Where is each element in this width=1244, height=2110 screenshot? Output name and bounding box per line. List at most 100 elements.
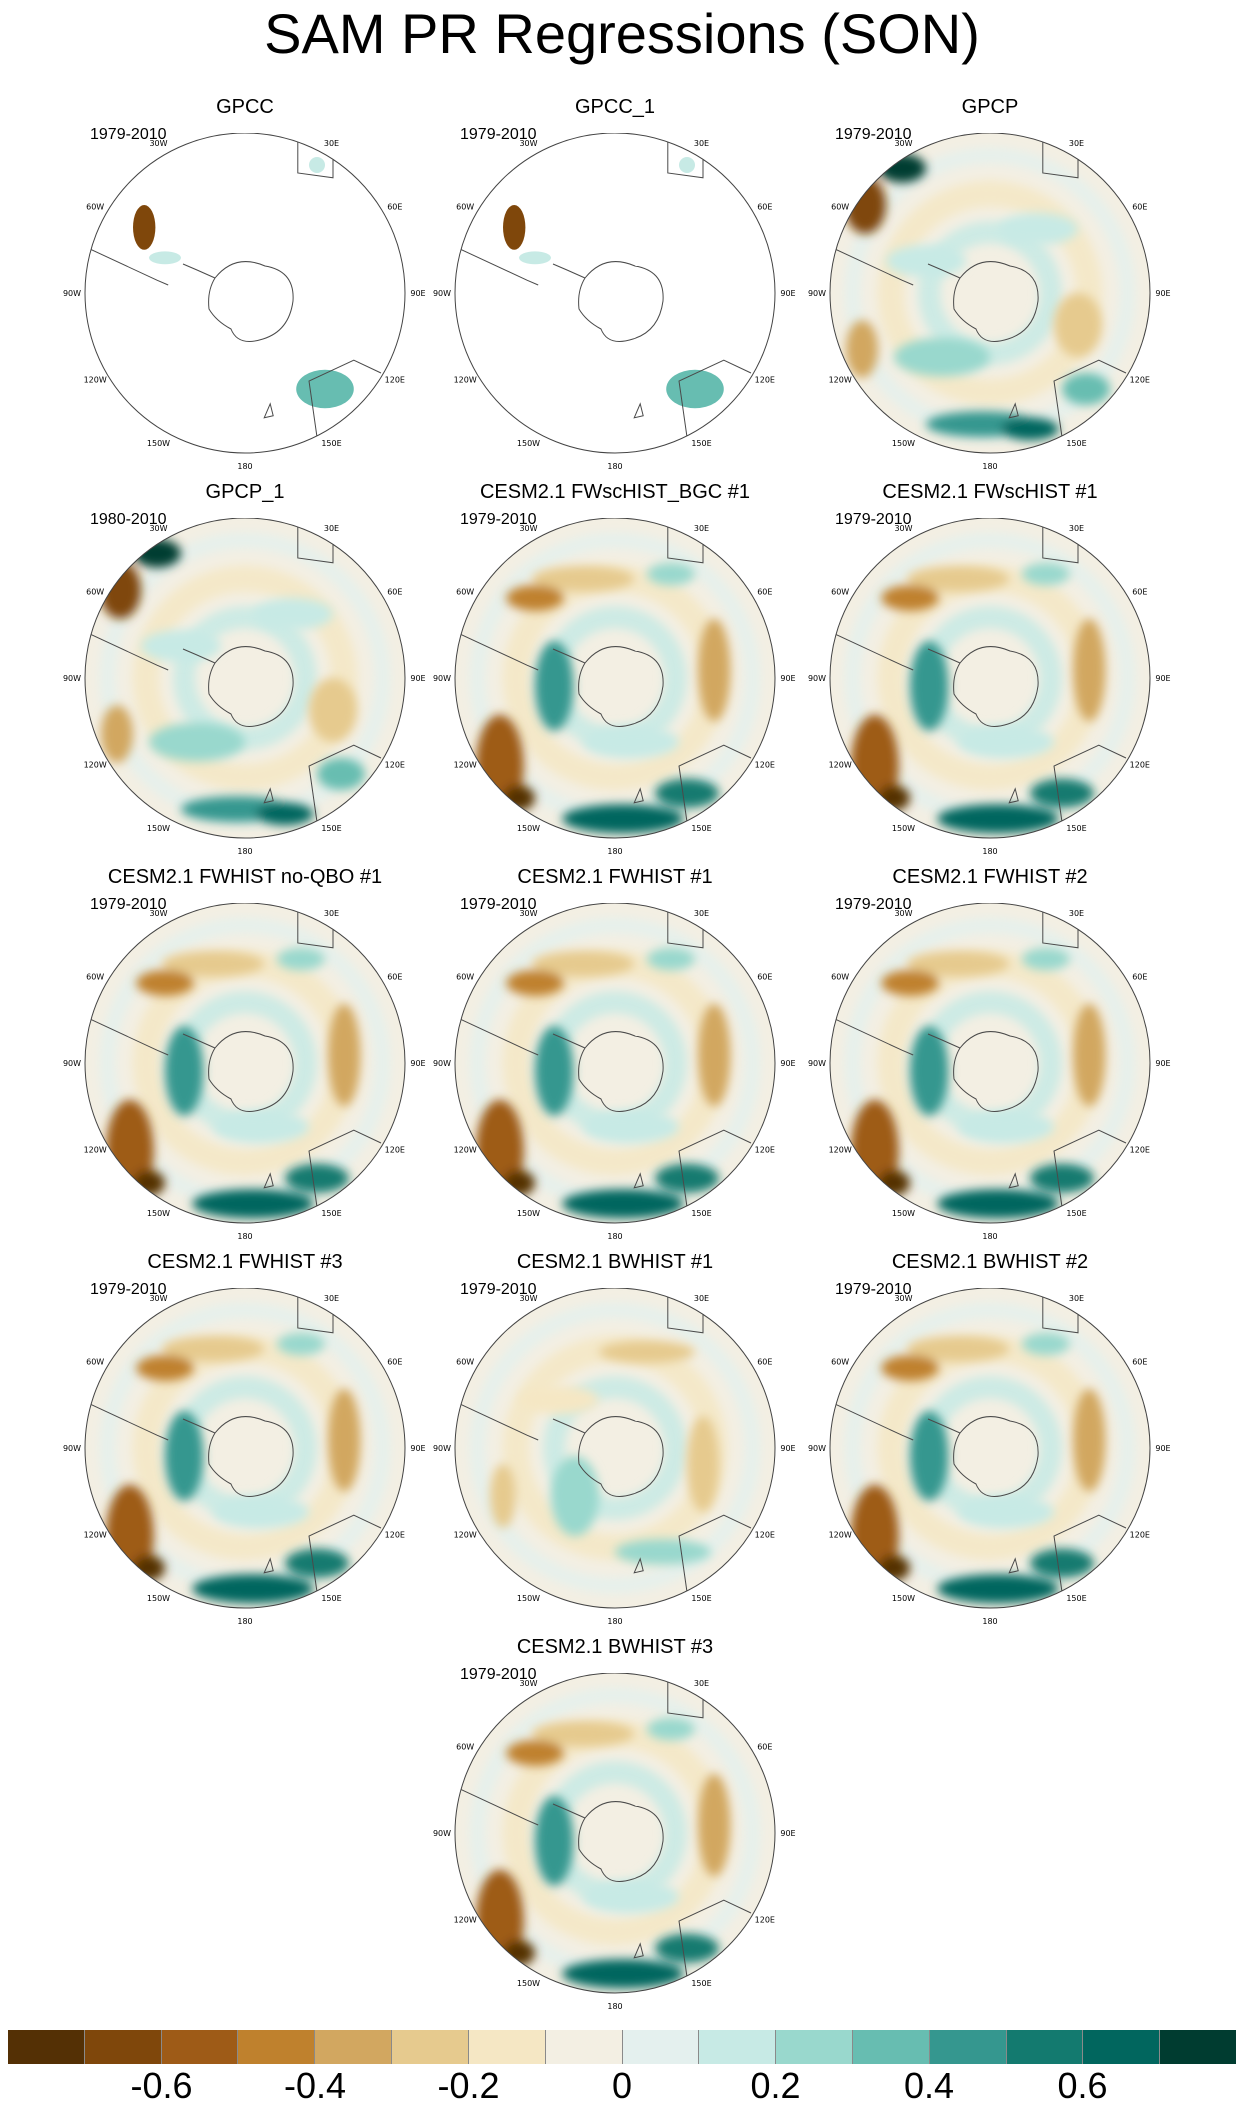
panel-period: 1979-2010 — [835, 126, 912, 143]
panel-title: CESM2.1 BWHIST #1 — [516, 1251, 714, 1273]
anomaly-blob — [535, 1796, 574, 1886]
longitude-label: 120E — [755, 1916, 775, 1925]
longitude-label: 60E — [1132, 1358, 1147, 1367]
longitude-label: 180 — [237, 462, 252, 471]
map-panel: GPCC_11979-2010030E60E90E120E150E180150W… — [420, 95, 810, 480]
longitude-label: 90E — [410, 1444, 425, 1453]
anomaly-blob — [531, 566, 635, 592]
longitude-label: 120W — [829, 1531, 852, 1540]
longitude-label: 60W — [831, 973, 849, 982]
longitude-label: 150W — [517, 1209, 540, 1218]
longitude-label: 150E — [1066, 439, 1086, 448]
longitude-label: 120W — [454, 1146, 477, 1155]
new-zealand-outline — [633, 787, 644, 804]
anomaly-blob — [213, 1496, 309, 1528]
longitude-label: 180 — [237, 847, 252, 856]
anomaly-blob — [1022, 947, 1070, 971]
longitude-label: 180 — [982, 847, 997, 856]
anomaly-blob — [192, 1189, 314, 1219]
coastlines — [832, 522, 1127, 823]
anomaly-blob — [878, 153, 926, 183]
anomaly-blob — [309, 157, 325, 173]
longitude-label: 150W — [147, 1209, 170, 1218]
longitude-label: 150W — [892, 1594, 915, 1603]
africa-outline — [667, 137, 704, 179]
australia-outline — [308, 1514, 382, 1593]
antarctica-outline — [578, 1031, 664, 1112]
longitude-label: 90W — [63, 289, 81, 298]
map-field — [830, 1288, 1150, 1608]
africa-outline — [1042, 1292, 1079, 1334]
anomaly-blob — [1030, 1548, 1094, 1578]
anomaly-blob — [1001, 417, 1059, 441]
longitude-label: 30E — [694, 139, 709, 148]
anomaly-blob — [894, 337, 990, 377]
anomaly-blob — [1073, 1003, 1106, 1107]
anomaly-blob — [309, 678, 357, 742]
longitude-label: 120W — [454, 761, 477, 770]
colorbar-swatch — [699, 2030, 777, 2064]
anomaly-blob — [881, 585, 939, 611]
antarctica-outline — [953, 261, 1039, 342]
longitude-label: 90W — [808, 1444, 826, 1453]
colorbar-swatch — [161, 2030, 239, 2064]
anomaly-blob — [878, 785, 910, 811]
australia-outline — [308, 1129, 382, 1208]
longitude-label: 30W — [149, 524, 167, 533]
map-boundary — [454, 1673, 776, 1994]
anomaly-blob — [1062, 373, 1110, 405]
australia-outline — [678, 744, 752, 823]
colorbar-swatch — [545, 2030, 623, 2064]
map-boundary — [454, 518, 776, 839]
anomaly-ring-outer — [469, 1302, 761, 1594]
panel-title: CESM2.1 FWscHIST_BGC #1 — [479, 481, 751, 503]
panel-title: CESM2.1 FWscHIST #1 — [882, 481, 1098, 503]
anomaly-blob — [906, 1336, 1010, 1362]
map-field — [455, 133, 775, 453]
anomaly-blob — [937, 1574, 1059, 1604]
longitude-label: 30E — [1069, 524, 1084, 533]
antarctica-outline — [953, 646, 1039, 727]
longitude-label: 30E — [694, 1294, 709, 1303]
longitude-label: 120W — [829, 1146, 852, 1155]
new-zealand-outline — [263, 1557, 274, 1574]
anomaly-blob — [666, 369, 724, 409]
longitude-label: 30E — [694, 909, 709, 918]
south-america-outline — [832, 1017, 914, 1056]
longitude-label: 30W — [894, 524, 912, 533]
south-america-outline — [457, 632, 539, 671]
anomaly-blob — [101, 705, 133, 763]
longitude-label: 120E — [385, 376, 405, 385]
anomaly-blob — [285, 1548, 349, 1578]
map-panel: CESM2.1 FWHIST #31979-2010030E60E90E120E… — [50, 1250, 440, 1635]
anomaly-blob — [844, 176, 886, 234]
map-boundary — [84, 1288, 406, 1609]
map-field — [85, 518, 405, 838]
south-america-outline — [457, 1402, 539, 1441]
colorbar-swatch — [392, 2030, 469, 2064]
coastlines — [457, 522, 752, 823]
anomaly-blob — [655, 1163, 719, 1193]
australia-outline — [1053, 359, 1127, 438]
anomaly-blob — [506, 970, 564, 996]
anomaly-blob — [535, 641, 574, 731]
longitude-label: 120E — [385, 761, 405, 770]
longitude-label: 60W — [86, 203, 104, 212]
longitude-label: 120W — [454, 1531, 477, 1540]
colorbar-tick-label: 0.2 — [750, 2065, 801, 2106]
coastlines — [457, 137, 752, 438]
panel-title: GPCP — [961, 96, 1019, 118]
anomaly-blob — [531, 1721, 635, 1747]
panel-period: 1979-2010 — [835, 1281, 912, 1298]
antarctic-peninsula — [927, 263, 961, 279]
coastlines — [457, 1677, 752, 1978]
longitude-label: 150E — [1066, 1209, 1086, 1218]
longitude-label: 120W — [829, 376, 852, 385]
south-america-outline — [87, 247, 169, 286]
map-panel: CESM2.1 FWscHIST_BGC #11979-2010030E60E9… — [420, 480, 810, 865]
longitude-label: 150E — [321, 439, 341, 448]
longitude-label: 150W — [892, 1209, 915, 1218]
